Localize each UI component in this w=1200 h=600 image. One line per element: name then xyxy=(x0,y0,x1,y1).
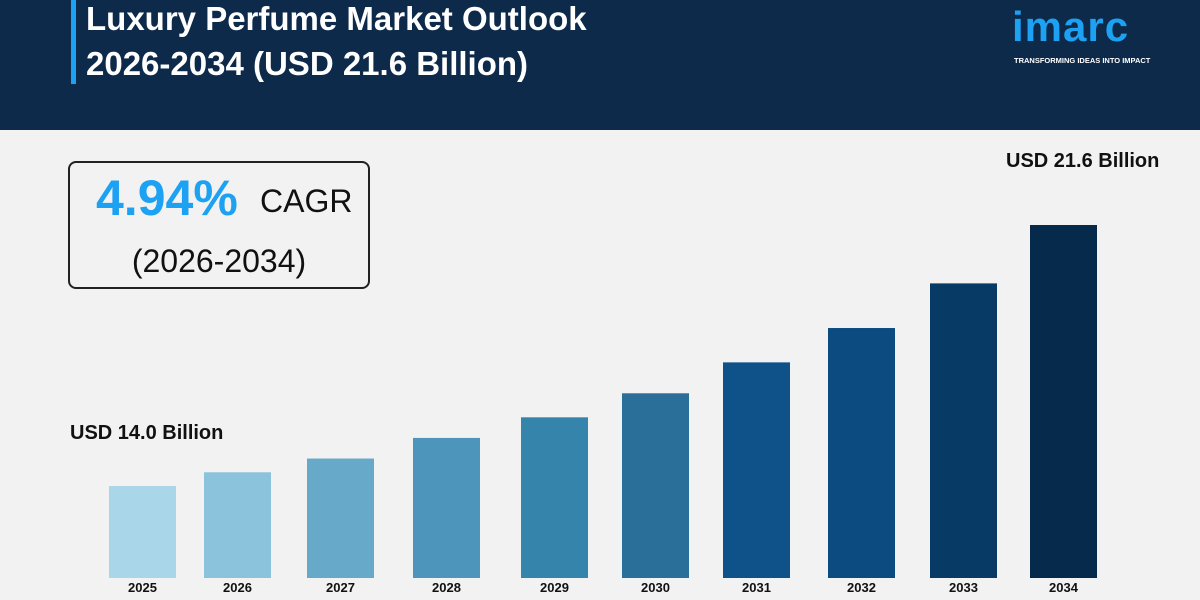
cagr-label: CAGR xyxy=(260,183,353,219)
imarc-logo: imarc TRANSFORMING IDEAS INTO IMPACT xyxy=(1012,4,1172,74)
start-value-label: USD 14.0 Billion xyxy=(70,422,224,444)
logo-text: imarc xyxy=(1012,3,1130,50)
x-tick-label: 2034 xyxy=(1049,580,1079,595)
end-value-label: USD 21.6 Billion xyxy=(1006,150,1160,172)
title-line-2: 2026-2034 (USD 21.6 Billion) xyxy=(86,45,529,82)
x-tick-label: 2028 xyxy=(432,580,461,595)
header: Luxury Perfume Market Outlook 2026-2034 … xyxy=(0,0,1200,130)
cagr-value: 4.94% xyxy=(96,170,238,226)
x-tick-label: 2031 xyxy=(742,580,771,595)
x-tick-label: 2030 xyxy=(641,580,670,595)
x-tick-label: 2029 xyxy=(540,580,569,595)
title-accent-bar xyxy=(71,0,76,84)
bar-2029 xyxy=(521,417,588,578)
page-title: Luxury Perfume Market Outlook 2026-2034 … xyxy=(86,0,587,86)
bar-2034 xyxy=(1030,225,1097,578)
x-tick-label: 2032 xyxy=(847,580,876,595)
x-tick-label: 2027 xyxy=(326,580,355,595)
bar-2026 xyxy=(204,472,271,578)
cagr-period: (2026-2034) xyxy=(131,243,307,279)
title-line-1: Luxury Perfume Market Outlook xyxy=(86,0,587,37)
bar-2025 xyxy=(109,486,176,578)
bar-2031 xyxy=(723,362,790,578)
bar-2032 xyxy=(828,328,895,578)
bar-2028 xyxy=(413,437,480,578)
logo-tagline: TRANSFORMING IDEAS INTO IMPACT xyxy=(1014,56,1151,65)
x-tick-label: 2025 xyxy=(128,580,157,595)
x-tick-label: 2033 xyxy=(949,580,978,595)
bar-2027 xyxy=(307,458,374,578)
bar-2033 xyxy=(930,283,997,578)
bar-2030 xyxy=(622,393,689,578)
cagr-box: 4.94% CAGR (2026-2034) xyxy=(68,161,370,289)
x-tick-label: 2026 xyxy=(223,580,252,595)
